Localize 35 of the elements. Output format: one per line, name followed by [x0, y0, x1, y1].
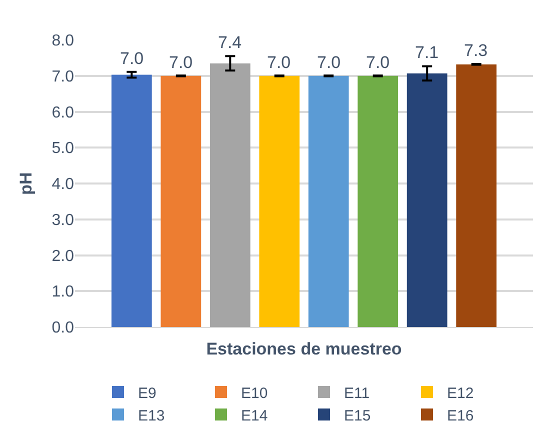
legend-label: E13: [138, 407, 165, 424]
bar: [259, 76, 300, 327]
bar: [456, 64, 497, 327]
data-label: 7.0: [120, 49, 144, 68]
bar: [358, 76, 398, 327]
y-tick-label: 6.0: [52, 104, 74, 122]
data-label: 7.0: [366, 53, 390, 72]
y-tick-label: 3.0: [52, 212, 74, 229]
data-label: 7.4: [218, 33, 242, 52]
data-label: 7.1: [415, 43, 439, 62]
y-tick-label: 0.0: [52, 320, 74, 337]
legend-label: E16: [447, 407, 474, 424]
data-label: 7.0: [169, 53, 193, 72]
data-label: 7.0: [267, 53, 291, 72]
bar: [111, 74, 152, 327]
bar: [308, 76, 349, 327]
bar: [406, 73, 448, 327]
y-tick-label: 8.0: [52, 32, 74, 50]
data-label: 7.3: [464, 41, 488, 60]
y-axis-title: pH: [16, 172, 36, 195]
legend-label: E10: [241, 384, 268, 402]
y-tick-label: 2.0: [52, 248, 74, 265]
y-tick-label: 1.0: [52, 284, 74, 301]
bar: [210, 63, 250, 327]
legend-label: E15: [344, 407, 371, 424]
data-label: 7.0: [317, 53, 341, 72]
y-tick-label: 4.0: [52, 176, 74, 194]
legend-label: E9: [138, 384, 156, 402]
legend-label: E11: [344, 384, 370, 402]
y-tick-label: 5.0: [52, 140, 74, 158]
y-tick-label: 7.0: [52, 68, 74, 86]
legend-label: E14: [241, 407, 268, 424]
x-axis-title: Estaciones de muestreo: [206, 339, 402, 358]
bar: [160, 76, 202, 327]
legend-label: E12: [447, 384, 474, 402]
